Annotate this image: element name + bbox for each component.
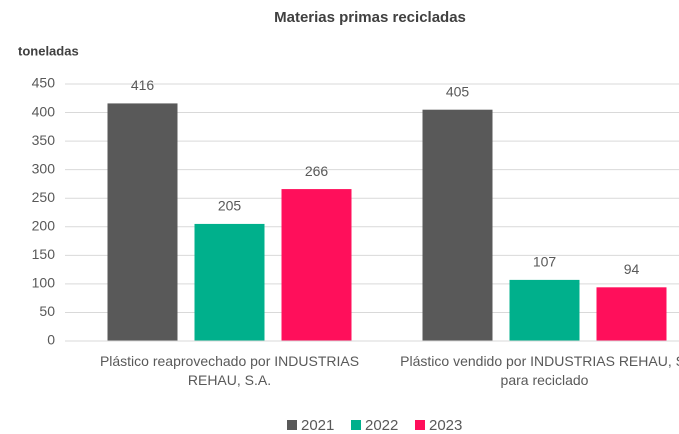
legend-label: 2021: [301, 417, 334, 434]
bar: [422, 109, 493, 341]
x-tick-label-box: Plástico reaprovechado por INDUSTRIAS RE…: [99, 353, 360, 388]
data-label: 405: [446, 83, 470, 99]
y-tick-label: 400: [32, 103, 56, 119]
y-tick-label: 300: [32, 160, 56, 176]
x-tick-label: Plástico reaprovechado por INDUSTRIAS RE…: [99, 353, 360, 388]
y-tick-label: 350: [32, 132, 56, 148]
legend-swatch: [287, 420, 297, 430]
y-tick-label: 0: [47, 332, 55, 348]
data-label: 205: [218, 198, 242, 214]
legend-swatch: [415, 420, 425, 430]
x-tick-label: Plástico vendido por INDUSTRIAS REHAU, S…: [400, 353, 679, 388]
y-tick-label: 100: [32, 275, 56, 291]
y-tick-label: 200: [32, 217, 56, 233]
y-axis-label: toneladas: [18, 43, 79, 58]
data-label: 107: [533, 254, 557, 270]
data-label: 416: [131, 77, 155, 93]
bar: [107, 103, 178, 341]
legend-label: 2022: [365, 417, 398, 434]
y-tick-label: 50: [39, 303, 55, 319]
x-tick-label-box: Plástico vendido por INDUSTRIAS REHAU, S…: [400, 353, 679, 388]
y-tick-label: 150: [32, 246, 56, 262]
legend-label: 2023: [429, 417, 462, 434]
legend-swatch: [351, 420, 361, 430]
bar: [281, 189, 352, 341]
y-tick-label: 250: [32, 189, 56, 205]
data-label: 94: [624, 261, 640, 277]
bar: [596, 287, 667, 341]
chart-title: Materias primas recicladas: [274, 9, 466, 26]
bar: [509, 279, 580, 341]
data-label: 266: [305, 163, 329, 179]
y-tick-label: 450: [32, 75, 56, 91]
bar: [194, 223, 265, 341]
